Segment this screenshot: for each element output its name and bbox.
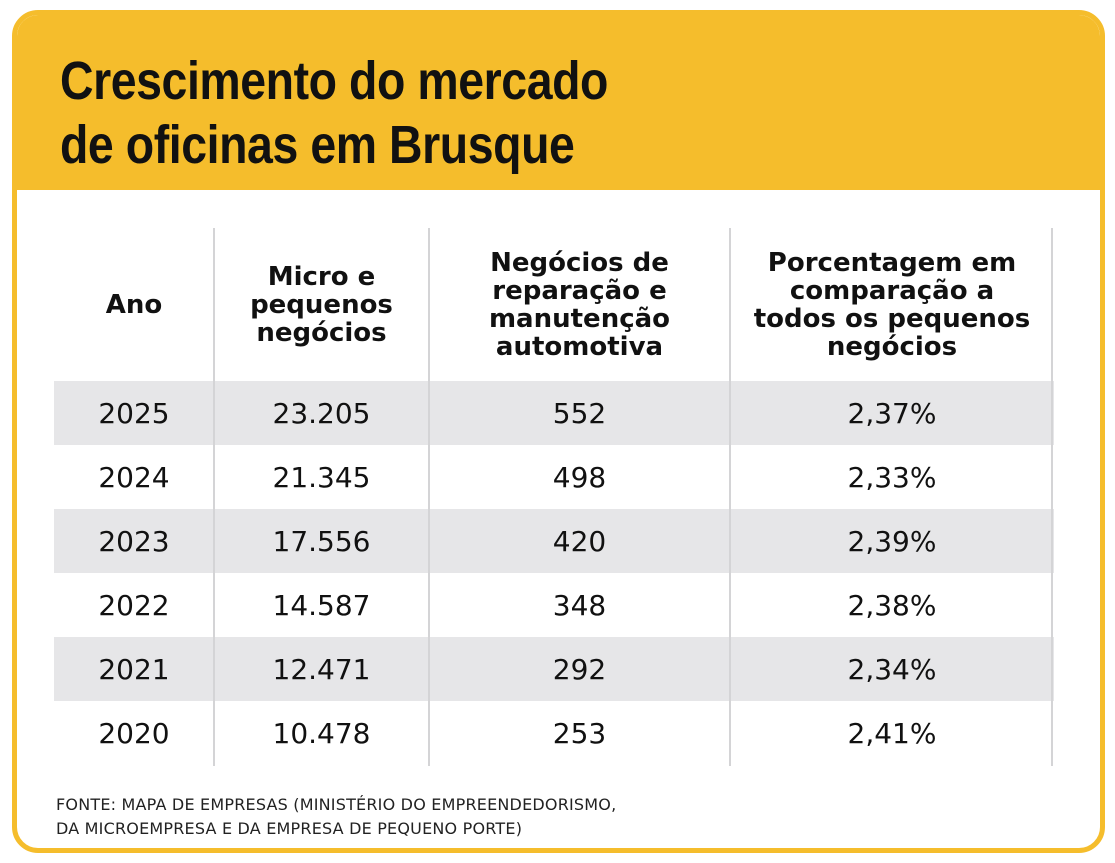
cell-reparacao-manutencao: 498 [552, 460, 607, 494]
cell-reparacao-manutencao: 253 [552, 716, 607, 750]
source-note: FONTE: MAPA DE EMPRESAS (MINISTÉRIO DO E… [56, 793, 616, 841]
chart-title-line-2: de oficinas em Brusque [60, 115, 575, 175]
cell-ano: 2020 [98, 716, 170, 750]
chart-title: Crescimento do mercado de oficinas em Br… [60, 49, 610, 177]
source-note-line-1: FONTE: MAPA DE EMPRESAS (MINISTÉRIO DO E… [56, 795, 617, 814]
cell-reparacao-manutencao: 552 [552, 396, 607, 430]
cell-porcentagem: 2,34% [847, 652, 937, 686]
cell-porcentagem: 2,39% [847, 524, 937, 558]
table-row: 2025 23.205 552 2,37% [54, 381, 1054, 445]
table-row: 2024 21.345 498 2,33% [54, 445, 1054, 509]
cell-reparacao-manutencao: 348 [552, 588, 607, 622]
cell-ano: 2021 [98, 652, 170, 686]
cell-porcentagem: 2,37% [847, 396, 937, 430]
column-divider [213, 228, 215, 766]
table-row: 2020 10.478 253 2,41% [54, 701, 1054, 765]
cell-reparacao-manutencao: 292 [552, 652, 607, 686]
column-header-ano: Ano [105, 289, 163, 320]
cell-micro-pequenos: 10.478 [272, 716, 371, 750]
column-header-porcentagem: Porcentagem em comparação a todos os peq… [753, 247, 1031, 362]
cell-ano: 2023 [98, 524, 170, 558]
cell-micro-pequenos: 21.345 [272, 460, 371, 494]
data-table: 2025 23.205 552 2,37% 2024 21.345 498 2,33% 2023… [54, 228, 1054, 766]
cell-micro-pequenos: 14.587 [272, 588, 371, 622]
cell-porcentagem: 2,38% [847, 588, 937, 622]
column-header-reparacao-manutencao: Negócios de reparação e manutenção autom… [488, 247, 671, 362]
cell-micro-pequenos: 17.556 [272, 524, 371, 558]
table-row: 2021 12.471 292 2,34% [54, 637, 1054, 701]
cell-porcentagem: 2,33% [847, 460, 937, 494]
column-divider [428, 228, 430, 766]
cell-micro-pequenos: 12.471 [272, 652, 371, 686]
table-row: 2023 17.556 420 2,39% [54, 509, 1054, 573]
infographic-card: Crescimento do mercado de oficinas em Br… [12, 10, 1105, 853]
cell-porcentagem: 2,41% [847, 716, 937, 750]
chart-title-line-1: Crescimento do mercado [60, 51, 608, 111]
cell-ano: 2022 [98, 588, 170, 622]
cell-ano: 2025 [98, 396, 170, 430]
cell-ano: 2024 [98, 460, 170, 494]
title-banner: Crescimento do mercado de oficinas em Br… [17, 15, 1100, 190]
column-divider [729, 228, 731, 766]
table-row: 2022 14.587 348 2,38% [54, 573, 1054, 637]
cell-reparacao-manutencao: 420 [552, 524, 607, 558]
cell-micro-pequenos: 23.205 [272, 396, 371, 430]
column-divider [1051, 228, 1053, 766]
source-note-line-2: DA MICROEMPRESA E DA EMPRESA DE PEQUENO … [56, 819, 523, 838]
column-header-micro-pequenos: Micro e pequenos negócios [250, 261, 393, 348]
